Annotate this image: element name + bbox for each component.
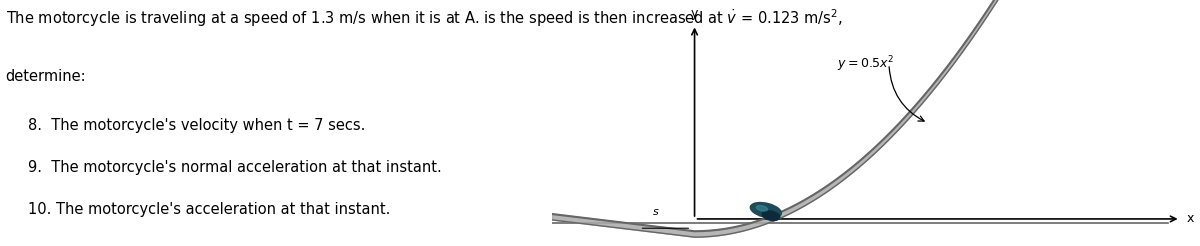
- Text: determine:: determine:: [6, 69, 86, 84]
- Text: $y = 0.5x^2$: $y = 0.5x^2$: [838, 54, 895, 74]
- Text: 9.  The motorcycle's normal acceleration at that instant.: 9. The motorcycle's normal acceleration …: [28, 160, 442, 175]
- Text: 10. The motorcycle's acceleration at that instant.: 10. The motorcycle's acceleration at tha…: [28, 202, 390, 217]
- Text: x: x: [1187, 213, 1194, 225]
- Text: s: s: [653, 207, 658, 217]
- Ellipse shape: [756, 206, 768, 211]
- Ellipse shape: [762, 211, 780, 220]
- Text: 8.  The motorcycle's velocity when t = 7 secs.: 8. The motorcycle's velocity when t = 7 …: [28, 118, 365, 133]
- Text: y: y: [691, 7, 698, 20]
- Text: The motorcycle is traveling at a speed of 1.3 m/s when it is at A. is the speed : The motorcycle is traveling at a speed o…: [6, 7, 842, 29]
- Ellipse shape: [750, 202, 781, 218]
- Text: A: A: [690, 245, 698, 246]
